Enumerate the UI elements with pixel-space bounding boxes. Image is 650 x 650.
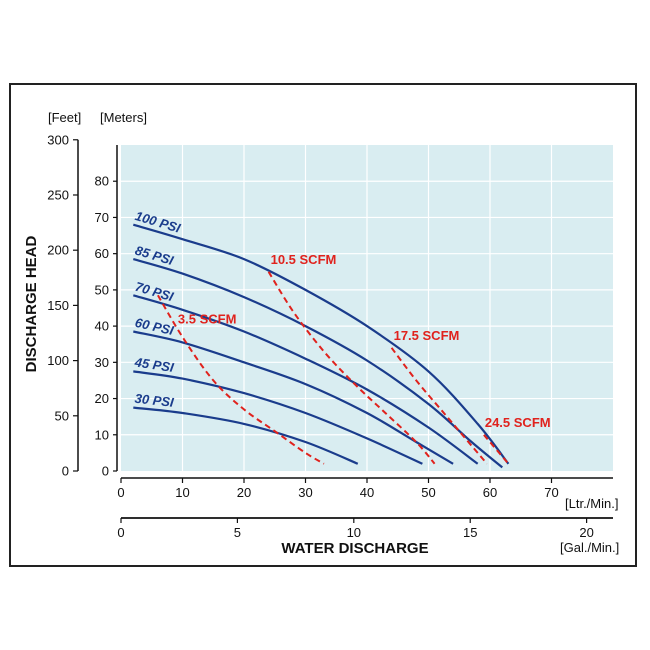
meters-tick-label: 80 [95, 174, 109, 189]
feet-tick-label: 50 [55, 408, 69, 423]
lpm-tick-label: 20 [237, 485, 251, 500]
feet-tick-label: 0 [62, 464, 69, 479]
air-consumption-curve-label: 24.5 SCFM [485, 415, 551, 430]
feet-tick-label: 200 [47, 243, 69, 258]
meters-tick-label: 70 [95, 210, 109, 225]
lpm-unit-label: [Ltr./Min.] [565, 496, 618, 511]
air-consumption-curve-line [483, 434, 510, 465]
meters-tick-label: 30 [95, 355, 109, 370]
lpm-tick-label: 40 [360, 485, 374, 500]
air-consumption-curve-line [390, 347, 488, 465]
air-consumption-curve-line [267, 271, 436, 465]
meters-tick-label: 0 [102, 464, 109, 479]
air-consumption-curve-line [157, 294, 325, 465]
air-consumption-curves [157, 271, 510, 465]
gpm-tick-label: 5 [234, 525, 241, 540]
pressure-curve-line [132, 223, 510, 465]
meters-tick-label: 40 [95, 319, 109, 334]
feet-tick-label: 100 [47, 353, 69, 368]
feet-tick-label: 250 [47, 187, 69, 202]
pressure-curve-label: 30 PSI [134, 391, 175, 410]
gpm-unit-label: [Gal./Min.] [560, 540, 619, 555]
lpm-tick-label: 0 [117, 485, 124, 500]
lpm-tick-label: 70 [544, 485, 558, 500]
air-consumption-curve-label: 3.5 SCFM [178, 311, 237, 326]
feet-tick-label: 300 [47, 132, 69, 147]
pressure-curves [132, 223, 510, 469]
gpm-tick-label: 0 [117, 525, 124, 540]
pressure-curve-line [132, 258, 503, 469]
feet-tick-label: 150 [47, 298, 69, 313]
air-consumption-curve-label: 10.5 SCFM [271, 252, 337, 267]
meters-tick-label: 20 [95, 391, 109, 406]
lpm-tick-label: 60 [483, 485, 497, 500]
meters-tick-label: 50 [95, 282, 109, 297]
gpm-tick-label: 20 [579, 525, 593, 540]
lpm-tick-label: 10 [175, 485, 189, 500]
grid [121, 145, 613, 471]
pressure-curve-line [133, 370, 423, 465]
pressure-curve-line [133, 406, 359, 465]
lpm-tick-label: 50 [421, 485, 435, 500]
air-consumption-curve-label: 17.5 SCFM [394, 328, 460, 343]
feet-unit-label: [Feet] [48, 110, 81, 125]
meters-tick-label: 10 [95, 427, 109, 442]
meters-unit-label: [Meters] [100, 110, 147, 125]
meters-tick-label: 60 [95, 246, 109, 261]
gpm-tick-label: 10 [347, 525, 361, 540]
lpm-tick-label: 30 [298, 485, 312, 500]
gpm-tick-label: 15 [463, 525, 477, 540]
pressure-curve-line [132, 294, 479, 465]
pressure-curve-label: 45 PSI [133, 354, 175, 375]
x-axis-title: WATER DISCHARGE [281, 540, 428, 557]
pressure-curve-line [133, 330, 454, 465]
y-axis-title: DISCHARGE HEAD [23, 235, 40, 372]
